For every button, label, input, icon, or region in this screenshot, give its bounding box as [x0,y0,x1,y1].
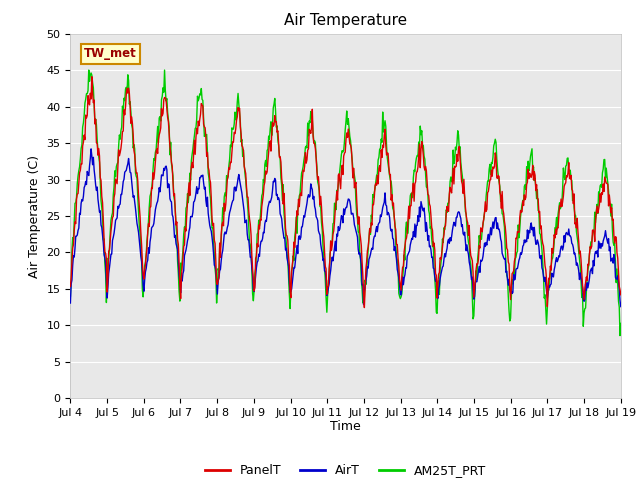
Title: Air Temperature: Air Temperature [284,13,407,28]
Text: TW_met: TW_met [84,48,137,60]
Y-axis label: Air Temperature (C): Air Temperature (C) [28,155,41,277]
X-axis label: Time: Time [330,420,361,432]
Legend: PanelT, AirT, AM25T_PRT: PanelT, AirT, AM25T_PRT [200,459,492,480]
